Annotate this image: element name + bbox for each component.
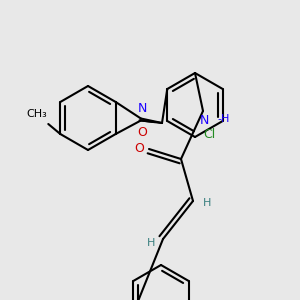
Text: O: O — [134, 142, 144, 154]
Text: Cl: Cl — [203, 128, 215, 140]
Text: O: O — [137, 127, 147, 140]
Text: H: H — [147, 238, 155, 248]
Text: CH₃: CH₃ — [26, 109, 47, 119]
Text: -H: -H — [217, 114, 230, 124]
Text: N: N — [138, 101, 148, 115]
Text: H: H — [203, 198, 212, 208]
Text: N: N — [199, 114, 209, 127]
